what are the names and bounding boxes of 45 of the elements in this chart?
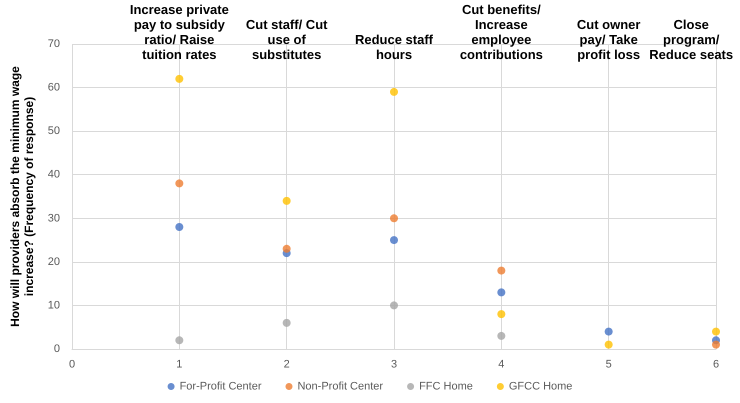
point — [604, 328, 613, 336]
point — [175, 223, 184, 231]
legend-label: Non-Profit Center — [297, 380, 384, 392]
point — [712, 328, 720, 336]
point — [497, 332, 506, 340]
annotation: Close program/ Reduce seats — [649, 17, 734, 62]
point — [390, 214, 398, 222]
point — [390, 88, 398, 96]
point — [175, 179, 184, 188]
y-tick-label: 50 — [48, 125, 60, 138]
legend-label: FFC Home — [419, 380, 473, 392]
x-tick-label: 6 — [712, 358, 720, 370]
annotation: Cut owner pay/ Take profit loss — [576, 17, 640, 62]
y-tick-label: 0 — [54, 343, 60, 355]
y-tick-label: 40 — [48, 168, 60, 181]
point — [497, 266, 506, 275]
x-tick-label: 4 — [498, 358, 504, 370]
point — [604, 340, 613, 349]
x-tick-label: 0 — [68, 358, 76, 370]
y-tick-label: 20 — [48, 256, 60, 268]
x-tick-label: 3 — [390, 358, 398, 370]
point — [390, 301, 398, 310]
legend-label: GFCC Home — [508, 380, 572, 392]
annotation: Increase private pay to subsidy ratio/ Raise tuition rates — [130, 2, 229, 62]
y-tick-label: 30 — [48, 212, 60, 224]
point — [497, 288, 506, 296]
x-tick-label: 5 — [606, 358, 612, 370]
point — [712, 340, 720, 349]
x-tick-label: 2 — [284, 358, 290, 370]
y-axis-title: How will providers absorb the minimum wage increase? (Frequency of response) — [8, 66, 36, 327]
point — [175, 74, 184, 83]
annotation: Cut staff/ Cut use of substitutes — [246, 17, 328, 62]
y-tick-label: 70 — [48, 38, 60, 50]
annotation: Cut benefits/ Increase employee contributions — [460, 2, 543, 62]
y-tick-label: 60 — [48, 82, 60, 94]
x-tick-label: 1 — [176, 358, 182, 370]
point — [282, 244, 291, 253]
point — [497, 310, 506, 318]
point — [175, 336, 184, 344]
point — [390, 236, 398, 244]
point — [282, 196, 291, 205]
point — [282, 318, 291, 327]
legend-label: For-Profit Center — [180, 380, 262, 392]
y-tick-label: 10 — [48, 299, 60, 312]
annotation: Reduce staff hours — [354, 32, 434, 62]
